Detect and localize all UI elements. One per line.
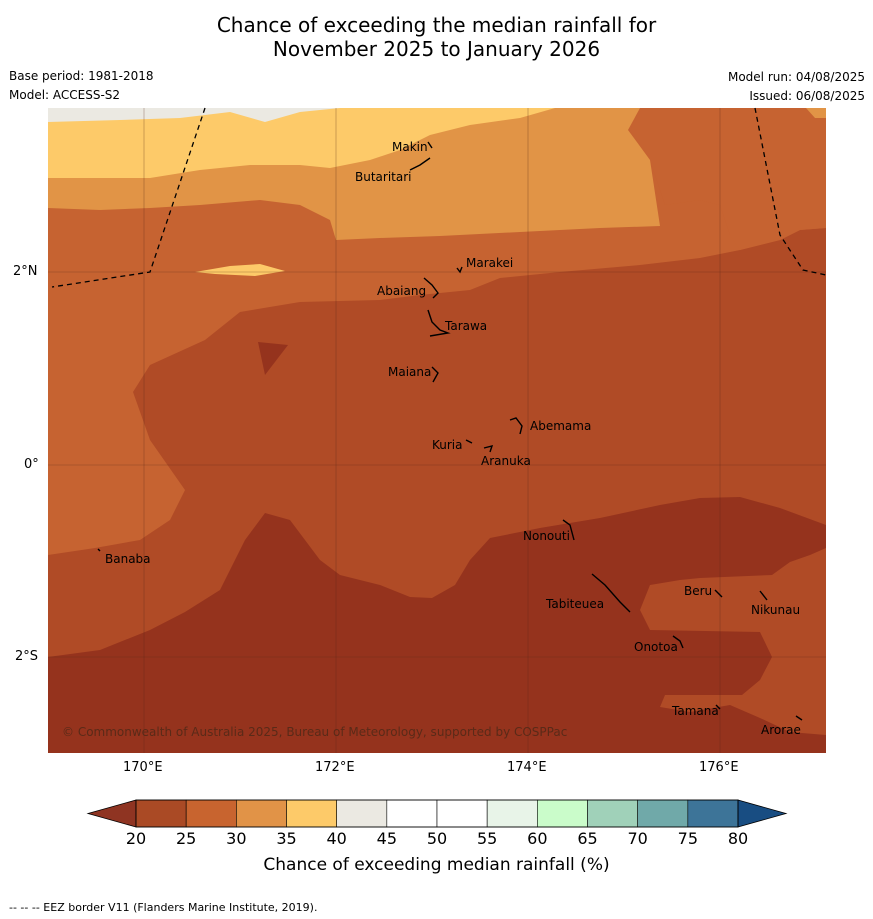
colorbar-tick-label: 75 [677, 829, 698, 848]
lat-tick-2s: 2°S [15, 649, 39, 664]
makin-island [427, 141, 433, 149]
tabiteuea-island [591, 573, 631, 613]
banaba-island [97, 548, 101, 552]
model-name: Model: ACCESS-S2 [9, 88, 121, 102]
abaiang-island [423, 277, 439, 299]
colorbar-tick-label: 40 [326, 829, 347, 848]
eez-footnote: -- -- -- EEZ border V11 (Flanders Marine… [9, 901, 318, 914]
band-30-35-corner [806, 108, 826, 118]
label-marakei: Marakei [466, 256, 513, 270]
colorbar-tick-label: 60 [527, 829, 548, 848]
map-title-line1: Chance of exceeding the median rainfall … [216, 13, 657, 37]
copyright-notice: © Commonwealth of Australia 2025, Bureau… [62, 725, 567, 739]
colorbar-cell [135, 799, 187, 828]
kuria-island [465, 439, 473, 444]
lon-tick-170: 170°E [123, 760, 163, 775]
colorbar-cell [286, 799, 337, 828]
colorbar-tick-label: 55 [476, 829, 498, 848]
lon-tick-176: 176°E [699, 760, 739, 775]
label-tamana: Tamana [671, 704, 719, 718]
label-nikunau: Nikunau [751, 603, 800, 617]
lat-tick-0: 0° [24, 457, 39, 472]
label-kuria: Kuria [432, 438, 463, 452]
colorbar-cells [135, 799, 739, 828]
aranuka-island [483, 445, 494, 453]
colorbar-cell [185, 799, 237, 828]
label-aranuka: Aranuka [481, 454, 531, 468]
butaritari-island [409, 157, 431, 171]
colorbar-tick-label: 20 [125, 829, 147, 848]
rainfall-map: Makin Butaritari Marakei Abaiang Tarawa … [48, 107, 827, 828]
colorbar-tick-label: 80 [727, 829, 749, 848]
colorbar-high-extension [737, 799, 788, 828]
issued-date: Issued: 06/08/2025 [749, 89, 865, 103]
model-run-date: Model run: 04/08/2025 [727, 70, 865, 84]
colorbar-tick-label: 45 [376, 829, 397, 848]
maiana-island [431, 366, 439, 383]
colorbar-tick-label: 65 [577, 829, 598, 848]
label-abemama: Abemama [530, 419, 591, 433]
band-35-40-patch [195, 264, 285, 276]
colorbar-cell [637, 799, 689, 828]
beru-island [714, 589, 723, 598]
lon-tick-174: 174°E [507, 760, 547, 775]
colorbar-tick-label: 50 [426, 829, 448, 848]
colorbar-cell [486, 799, 538, 828]
label-tabiteuea: Tabiteuea [545, 597, 604, 611]
label-onotoa: Onotoa [634, 640, 678, 654]
colorbar-cell [537, 799, 588, 828]
map-title-line2: November 2025 to January 2026 [272, 37, 601, 61]
rainfall-contours [48, 108, 826, 753]
colorbar-cell [436, 799, 488, 828]
colorbar-cell [587, 799, 638, 828]
label-arorae: Arorae [761, 723, 801, 737]
band-below-20-patch [258, 342, 288, 375]
label-butaritari: Butaritari [355, 170, 412, 184]
colorbar-cell [687, 799, 739, 828]
graticule [48, 108, 826, 753]
colorbar-cell [236, 799, 287, 828]
island-outlines [97, 141, 803, 721]
tamana-island [715, 704, 721, 710]
colorbar [86, 799, 788, 828]
abemama-island [509, 417, 523, 435]
band-25-30-northeast [630, 108, 826, 250]
colorbar-frame [135, 799, 739, 828]
colorbar-cell [386, 799, 438, 828]
band-35-40 [48, 108, 555, 178]
label-tarawa: Tarawa [444, 319, 487, 333]
marakei-island [456, 266, 463, 274]
tarawa-island [427, 309, 451, 337]
lon-tick-172: 172°E [315, 760, 355, 775]
colorbar-tick-label: 25 [175, 829, 197, 848]
band-below-20 [48, 497, 826, 753]
label-beru: Beru [684, 584, 712, 598]
colorbar-tick-label: 30 [226, 829, 247, 848]
island-labels: Makin Butaritari Marakei Abaiang Tarawa … [105, 140, 801, 737]
nikunau-island [759, 590, 768, 601]
colorbar-cell [336, 799, 388, 828]
base-period: Base period: 1981-2018 [9, 69, 154, 83]
label-maiana: Maiana [388, 365, 431, 379]
label-abaiang: Abaiang [377, 284, 426, 298]
label-banaba: Banaba [105, 552, 151, 566]
onotoa-island [672, 635, 684, 649]
colorbar-tick-label: 35 [276, 829, 297, 848]
colorbar-title: Chance of exceeding median rainfall (%) [263, 855, 610, 875]
eez-border [51, 107, 827, 288]
arorae-island [795, 715, 803, 721]
label-makin: Makin [392, 140, 428, 154]
colorbar-low-extension [86, 799, 137, 828]
lat-tick-2n: 2°N [13, 264, 38, 279]
nonouti-island [562, 519, 575, 541]
band-40-45 [48, 108, 340, 122]
label-nonouti: Nonouti [523, 529, 570, 543]
colorbar-tick-label: 70 [627, 829, 648, 848]
